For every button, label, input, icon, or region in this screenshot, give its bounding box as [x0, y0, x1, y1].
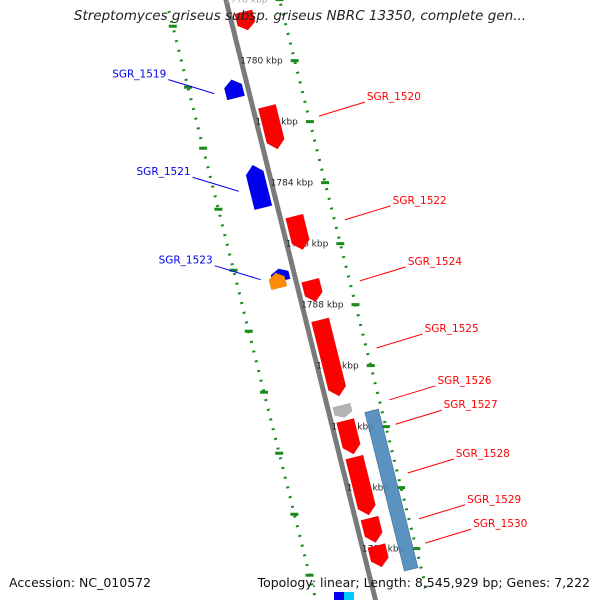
- gene-label[interactable]: SGR_1528: [456, 448, 510, 460]
- scale-tick-label: 1788 kbp: [301, 301, 344, 311]
- forward-gene-arrow[interactable]: [332, 402, 353, 418]
- gene-label[interactable]: SGR_1523: [159, 255, 213, 267]
- gene-label-leader: [419, 504, 466, 520]
- forward-gene-arrow[interactable]: [285, 213, 310, 251]
- reverse-gene-arrow[interactable]: [224, 79, 246, 101]
- highlighted-region[interactable]: [364, 408, 419, 572]
- forward-gene-arrow[interactable]: [345, 454, 376, 516]
- forward-gene-arrow[interactable]: [360, 515, 383, 543]
- gene-label-leader: [214, 265, 261, 281]
- dotted-scale-track: [167, 10, 319, 604]
- genome-summary-text: Topology: linear; Length: 8,545,929 bp; …: [257, 575, 590, 590]
- scale-tick-label: 1784 kbp: [271, 179, 314, 189]
- gene-label-leader: [395, 409, 442, 425]
- gene-label[interactable]: SGR_1524: [408, 256, 462, 268]
- scale-tick-label: 1778 kbp: [225, 0, 268, 6]
- gene-label-leader: [389, 385, 436, 401]
- scale-tick-label: 1786 kbp: [286, 240, 329, 250]
- gene-label[interactable]: SGR_1522: [393, 195, 447, 207]
- forward-gene-arrow[interactable]: [336, 418, 361, 455]
- gene-label[interactable]: SGR_1519: [112, 69, 166, 81]
- forward-gene-arrow[interactable]: [367, 543, 389, 568]
- gene-label[interactable]: SGR_1529: [467, 494, 521, 506]
- forward-gene-arrow[interactable]: [311, 317, 347, 397]
- reverse-gene-arrow[interactable]: [245, 164, 273, 211]
- gene-label-leader: [192, 176, 239, 192]
- edge-feature: [334, 592, 344, 600]
- gene-label-leader: [168, 79, 215, 95]
- gene-label-leader: [407, 458, 454, 474]
- gene-label[interactable]: SGR_1525: [425, 323, 479, 335]
- gene-label[interactable]: SGR_1530: [473, 518, 527, 530]
- reverse-gene-arrow[interactable]: [268, 272, 288, 291]
- gene-label-leader: [425, 528, 472, 544]
- genome-title: Streptomyces griseus subsp. griseus NBRC…: [73, 8, 527, 24]
- scale-tick-label: 1780 kbp: [240, 57, 283, 67]
- gene-label[interactable]: SGR_1520: [367, 91, 421, 103]
- chromosome-line: [223, 0, 380, 604]
- forward-gene-arrow[interactable]: [257, 103, 285, 150]
- forward-gene-arrow[interactable]: [301, 277, 323, 302]
- gene-label[interactable]: SGR_1526: [438, 375, 492, 387]
- gene-label[interactable]: SGR_1527: [444, 399, 498, 411]
- accession-text: Accession: NC_010572: [9, 575, 152, 590]
- edge-feature: [344, 592, 354, 600]
- forward-gene-arrow[interactable]: [234, 9, 256, 31]
- gene-label-leader: [376, 333, 423, 349]
- gene-label-leader: [344, 205, 391, 221]
- gene-label-leader: [318, 101, 365, 117]
- gene-label-leader: [359, 266, 407, 282]
- gene-label[interactable]: SGR_1521: [137, 166, 191, 178]
